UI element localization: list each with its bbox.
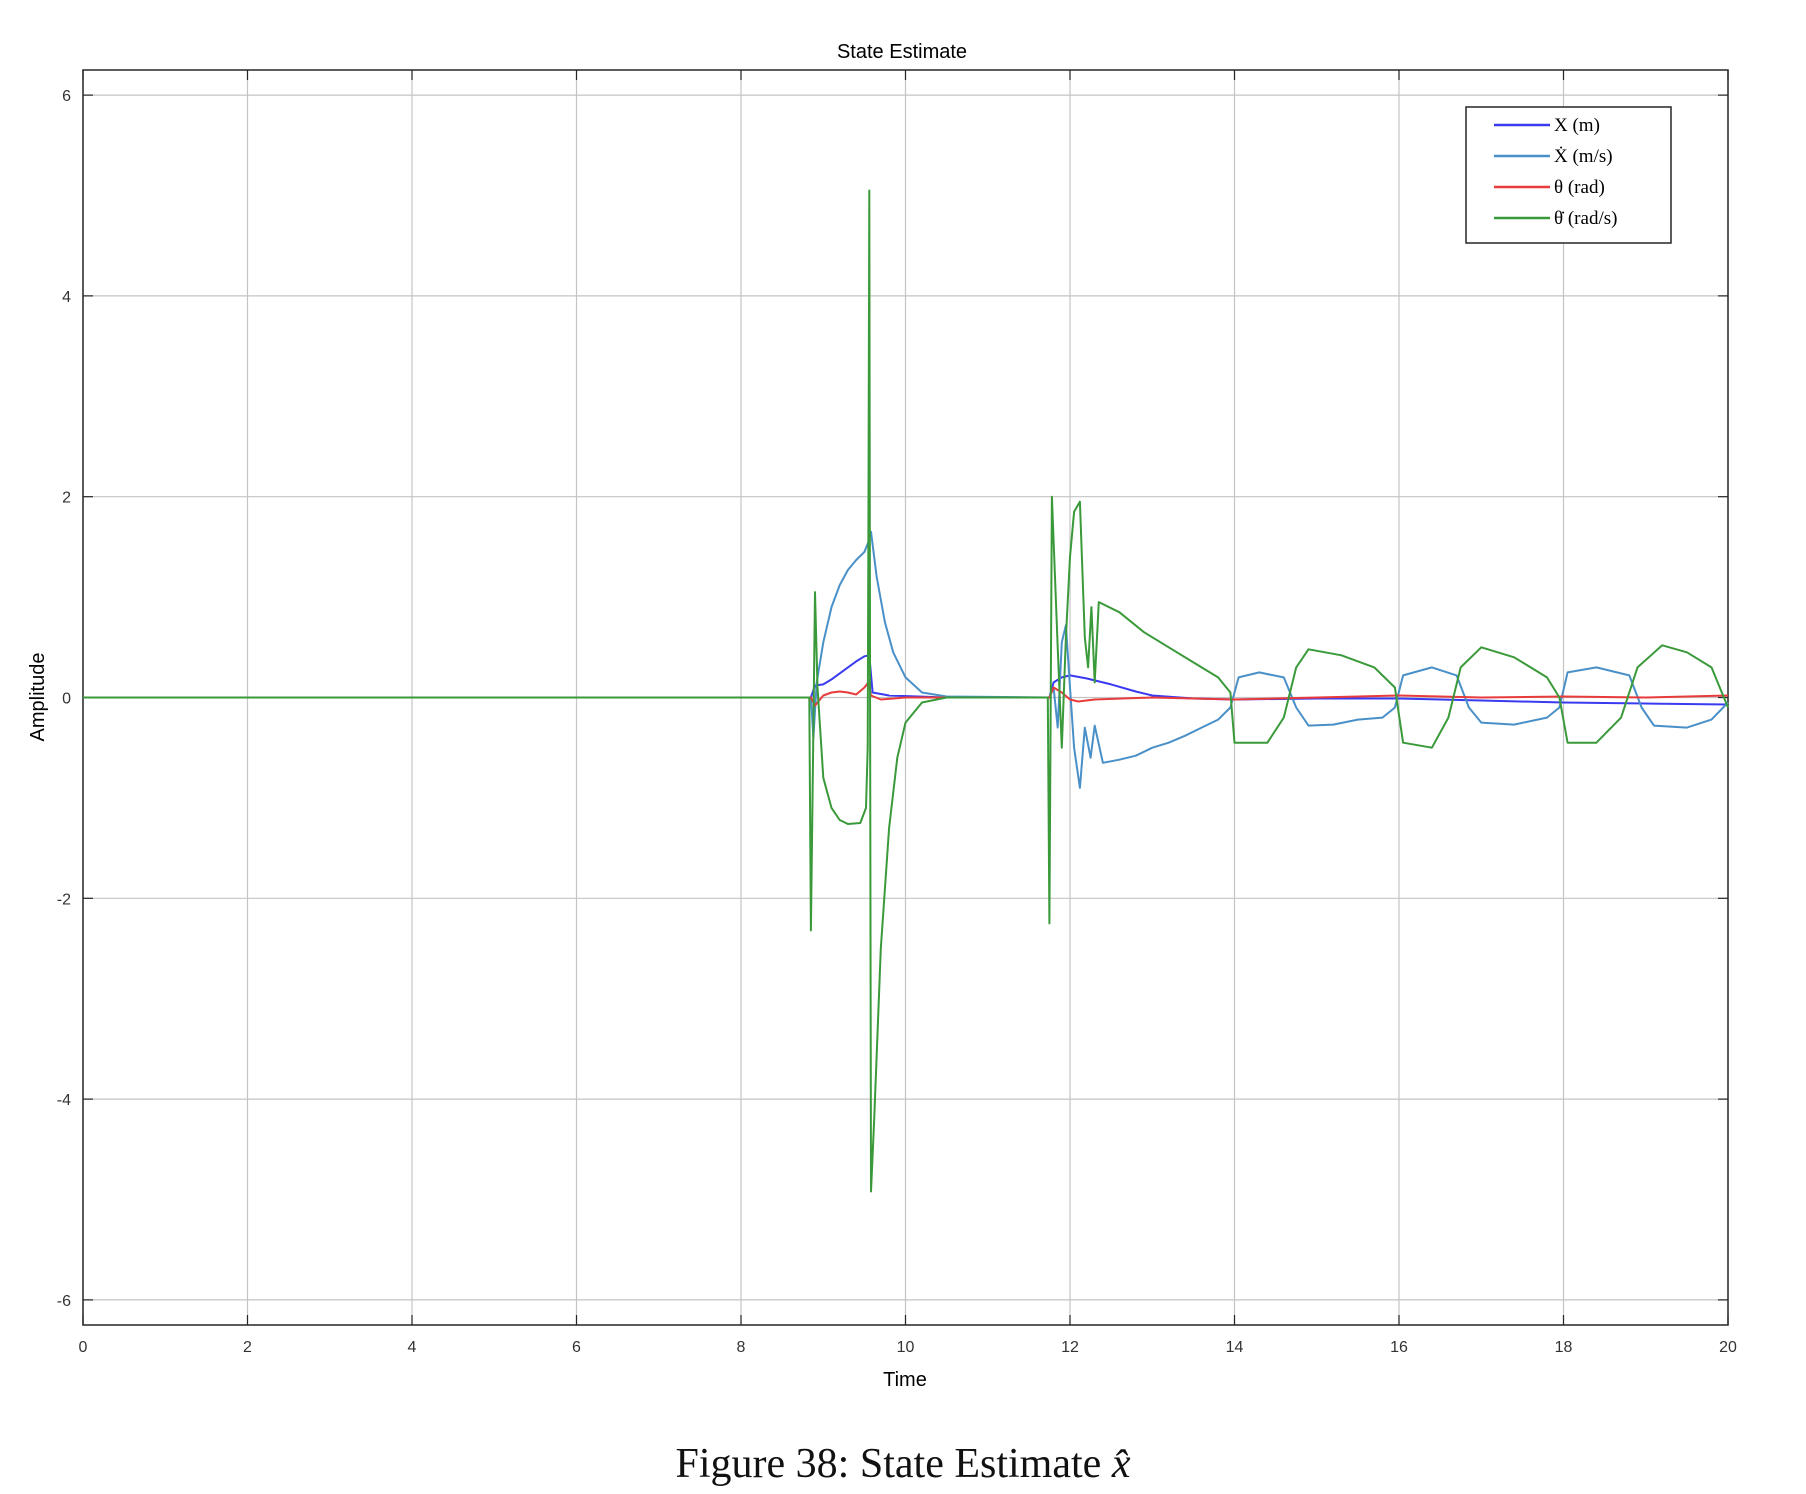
x-tick-label: 4: [408, 1339, 417, 1356]
x-tick-label: 2: [243, 1339, 252, 1356]
legend-label-2: Ẋ (m/s): [1554, 146, 1613, 167]
series-lines: [83, 189, 1729, 1193]
y-tick-label: 2: [62, 490, 71, 507]
x-tick-label: 0: [79, 1339, 88, 1356]
y-tick-label: 6: [62, 88, 71, 105]
x-tick-label: 12: [1061, 1339, 1079, 1356]
chart-title: State Estimate: [837, 41, 967, 63]
legend-box: [1465, 106, 1672, 244]
y-tick-label: 4: [62, 289, 71, 306]
x-tick-label: 20: [1719, 1339, 1737, 1356]
axis-ticks: 0 2 4 6 8 10 12 14 16 18 20 -6 -4 -2 0 2 4 6: [57, 70, 1737, 1356]
x-tick-label: 8: [737, 1339, 746, 1356]
series-line-1: [83, 654, 1729, 706]
x-tick-label: 6: [572, 1339, 581, 1356]
x-tick-label: 14: [1226, 1339, 1244, 1356]
series-line-4: [83, 189, 1729, 1193]
caption-text: State Estimate: [859, 1441, 1102, 1487]
legend: X (m) Ẋ (m/s) θ (rad) θ̇ (rad/s): [1465, 106, 1672, 244]
y-tick-label: -2: [57, 891, 71, 908]
x-tick-label: 18: [1555, 1339, 1573, 1356]
legend-label-1: X (m): [1554, 115, 1600, 136]
legend-label-3: θ (rad): [1554, 177, 1605, 198]
y-tick-label: 0: [62, 691, 71, 708]
caption-symbol: x̂: [1111, 1441, 1131, 1487]
y-tick-label: -6: [57, 1293, 71, 1310]
x-tick-label: 10: [897, 1339, 915, 1356]
x-tick-label: 16: [1390, 1339, 1408, 1356]
series-line-3: [83, 681, 1729, 707]
caption-prefix: Figure 38:: [675, 1441, 850, 1487]
figure-caption: Figure 38: State Estimate x̂: [0, 1440, 1806, 1488]
x-axis-label: Time: [883, 1369, 927, 1391]
y-tick-label: -4: [57, 1092, 71, 1109]
legend-label-4: θ̇ (rad/s): [1554, 208, 1617, 229]
y-axis-label: Amplitude: [27, 653, 49, 742]
